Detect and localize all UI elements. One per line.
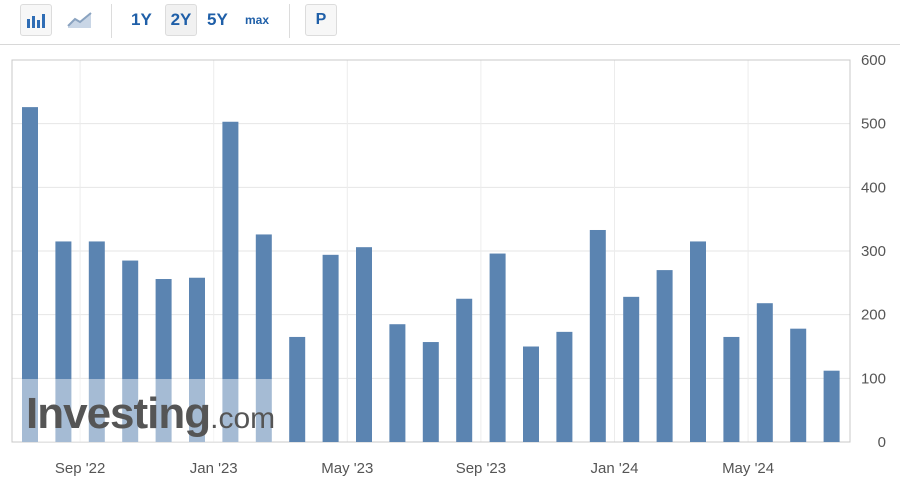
x-tick-label: May '24 [722, 460, 774, 477]
y-tick-label: 600 [861, 52, 886, 69]
x-tick-label: Sep '23 [456, 460, 506, 477]
bar[interactable] [189, 277, 205, 442]
toolbar-separator [111, 4, 112, 38]
bar[interactable] [88, 241, 105, 442]
bar[interactable] [723, 336, 740, 442]
bar[interactable] [122, 260, 139, 442]
bar[interactable] [289, 336, 306, 442]
y-tick-label: 100 [861, 370, 886, 387]
p-button[interactable]: P [305, 4, 337, 36]
bar[interactable] [322, 254, 339, 442]
y-tick-label: 300 [861, 243, 886, 260]
x-tick-label: May '23 [321, 460, 373, 477]
y-tick-label: 200 [861, 307, 886, 324]
watermark-backdrop [22, 379, 272, 442]
watermark: Investing.com [22, 379, 275, 442]
bar[interactable] [489, 253, 506, 442]
grid-lines [12, 60, 850, 442]
area-chart-icon[interactable] [64, 4, 96, 36]
bar[interactable] [55, 241, 72, 442]
x-axis: Sep '22 Jan '23 May '23 Sep '23 Jan '24 May '… [55, 460, 774, 477]
bar[interactable] [690, 241, 706, 442]
bar[interactable] [389, 324, 406, 442]
bar[interactable] [589, 229, 606, 442]
bar[interactable] [656, 270, 673, 442]
toolbar-separator [289, 4, 290, 38]
x-tick-label: Jan '23 [190, 460, 238, 477]
x-tick-label: Sep '22 [55, 460, 105, 477]
watermark-logo: Investing.com [26, 389, 275, 438]
bar[interactable] [222, 121, 239, 443]
bar[interactable] [790, 328, 807, 442]
bar[interactable] [556, 331, 573, 442]
bar[interactable] [823, 370, 840, 442]
bar[interactable] [523, 346, 539, 443]
y-tick-label: 0 [878, 434, 886, 451]
bar[interactable] [422, 342, 439, 442]
range-max-button[interactable]: max [245, 13, 270, 27]
bar[interactable] [22, 107, 38, 442]
y-tick-label: 400 [861, 179, 886, 196]
y-tick-label: 500 [861, 116, 886, 133]
bar[interactable] [155, 279, 172, 442]
bar[interactable] [255, 234, 272, 442]
chart-toolbar: 1Y 2Y 5Y max P [0, 0, 900, 45]
y-axis: 0 100 200 300 400 500 600 [861, 52, 886, 451]
bar[interactable] [623, 296, 640, 442]
bars [22, 107, 840, 443]
bar-chart-icon[interactable] [20, 4, 52, 36]
range-1y-button[interactable]: 1Y [131, 10, 152, 29]
bar[interactable] [356, 247, 372, 442]
bar[interactable] [456, 298, 473, 442]
range-2y-button[interactable]: 2Y [165, 4, 197, 36]
x-tick-label: Jan '24 [591, 460, 639, 477]
range-5y-button[interactable]: 5Y [207, 10, 228, 29]
bar[interactable] [756, 303, 773, 442]
